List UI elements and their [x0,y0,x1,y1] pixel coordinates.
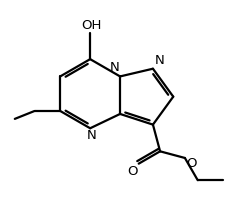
Text: O: O [127,165,138,178]
Text: N: N [155,54,165,67]
Text: OH: OH [81,18,101,32]
Text: O: O [186,157,196,170]
Text: N: N [109,62,119,74]
Text: N: N [86,129,96,142]
